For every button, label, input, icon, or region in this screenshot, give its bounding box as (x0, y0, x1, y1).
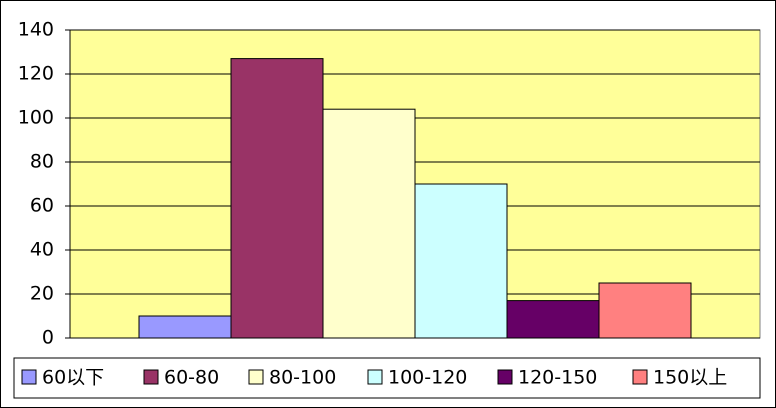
y-tick-label: 100 (18, 107, 54, 129)
legend-swatch (367, 369, 383, 385)
legend-label: 150以上 (653, 367, 727, 389)
legend-label: 60以下 (42, 367, 104, 389)
legend-label: 120-150 (518, 367, 597, 389)
legend-swatch (248, 369, 264, 385)
y-tick-label: 0 (42, 327, 54, 349)
legend-label: 100-120 (388, 367, 467, 389)
legend-swatch (143, 369, 159, 385)
y-tick-label: 20 (30, 283, 54, 305)
bar (230, 58, 324, 339)
bar (414, 183, 508, 339)
y-tick-label: 40 (30, 239, 54, 261)
bar (138, 315, 232, 339)
y-tick-label: 120 (18, 63, 54, 85)
legend-label: 80-100 (269, 367, 336, 389)
y-tick-label: 60 (30, 195, 54, 217)
y-tick-label: 80 (30, 151, 54, 173)
bar (598, 282, 692, 339)
legend-label: 60-80 (164, 367, 219, 389)
legend-swatch (632, 369, 648, 385)
legend-box (13, 357, 761, 399)
bar (322, 108, 416, 339)
legend-swatch (21, 369, 37, 385)
legend-swatch (497, 369, 513, 385)
y-tick-label: 140 (18, 19, 54, 41)
bar (506, 300, 600, 339)
